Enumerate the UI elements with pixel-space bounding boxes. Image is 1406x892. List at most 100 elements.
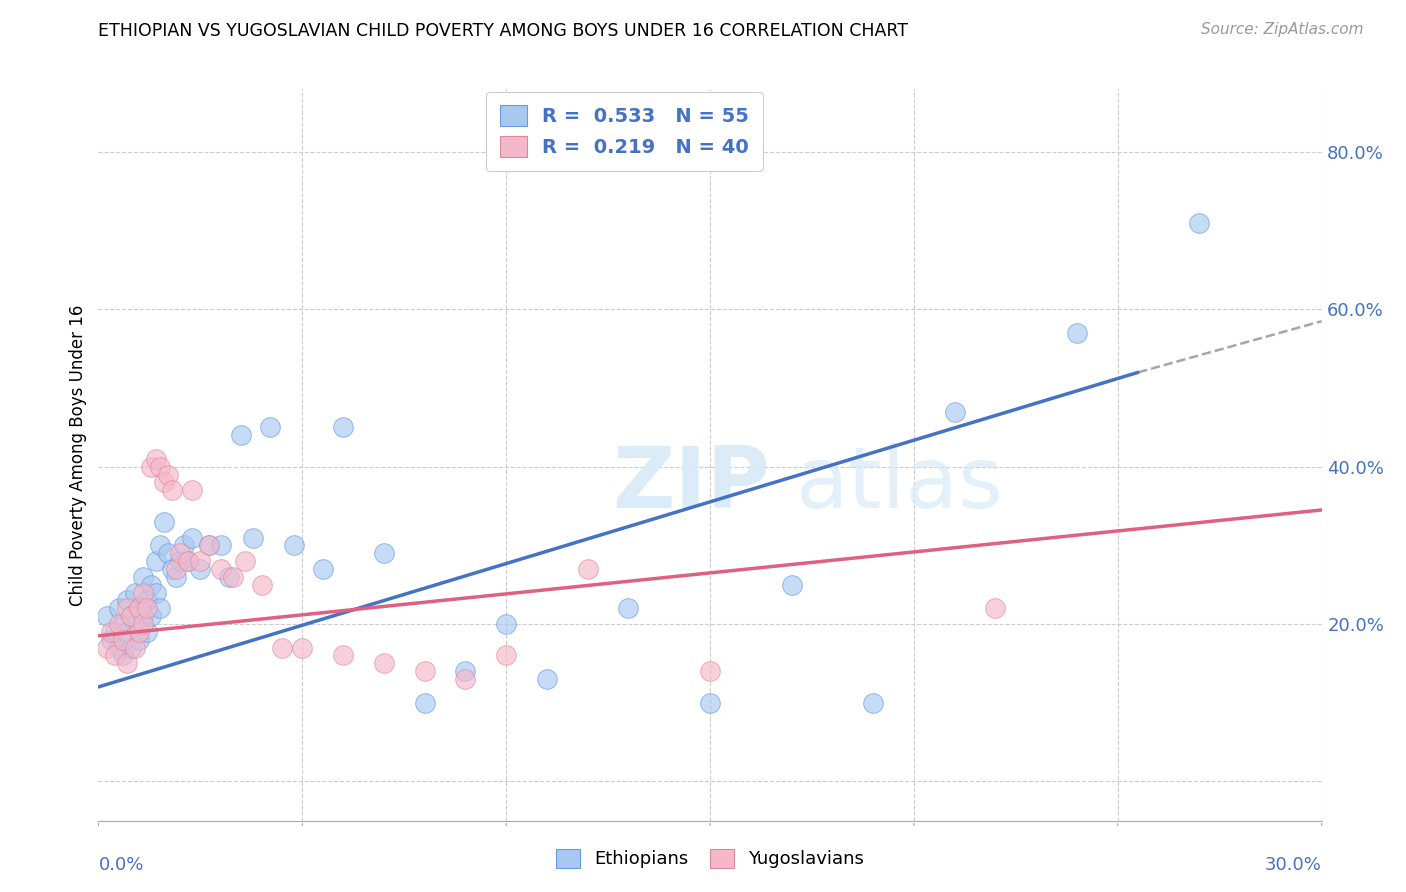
- Point: [128, 624, 150, 639]
- Point: [173, 538, 195, 552]
- Point: [984, 601, 1007, 615]
- Point: [862, 696, 884, 710]
- Point: [209, 538, 232, 552]
- Point: [141, 459, 163, 474]
- Y-axis label: Child Poverty Among Boys Under 16: Child Poverty Among Boys Under 16: [69, 304, 87, 606]
- Point: [242, 531, 264, 545]
- Point: [188, 554, 212, 568]
- Point: [128, 601, 150, 615]
- Point: [699, 664, 721, 678]
- Point: [100, 624, 122, 639]
- Point: [136, 593, 159, 607]
- Point: [115, 601, 138, 615]
- Point: [332, 648, 354, 663]
- Text: atlas: atlas: [796, 442, 1004, 525]
- Point: [233, 554, 256, 568]
- Point: [108, 617, 131, 632]
- Point: [231, 428, 253, 442]
- Point: [188, 562, 212, 576]
- Point: [145, 585, 167, 599]
- Point: [495, 648, 517, 663]
- Point: [177, 554, 200, 568]
- Point: [332, 420, 354, 434]
- Point: [111, 648, 134, 663]
- Point: [209, 562, 232, 576]
- Point: [283, 538, 305, 552]
- Point: [291, 640, 314, 655]
- Point: [181, 531, 204, 545]
- Point: [1188, 216, 1211, 230]
- Point: [108, 640, 131, 655]
- Point: [115, 593, 138, 607]
- Point: [149, 538, 172, 552]
- Point: [128, 601, 150, 615]
- Point: [124, 640, 146, 655]
- Text: 30.0%: 30.0%: [1265, 856, 1322, 874]
- Point: [312, 562, 335, 576]
- Point: [111, 617, 134, 632]
- Point: [536, 672, 558, 686]
- Point: [132, 570, 155, 584]
- Point: [169, 554, 191, 568]
- Point: [169, 546, 191, 560]
- Point: [152, 515, 174, 529]
- Point: [165, 562, 187, 576]
- Point: [120, 609, 142, 624]
- Point: [149, 459, 172, 474]
- Point: [141, 577, 163, 591]
- Point: [617, 601, 640, 615]
- Text: 0.0%: 0.0%: [98, 856, 143, 874]
- Point: [141, 609, 163, 624]
- Point: [120, 640, 142, 655]
- Point: [96, 640, 118, 655]
- Point: [156, 546, 179, 560]
- Point: [413, 664, 436, 678]
- Point: [1066, 326, 1088, 340]
- Point: [259, 420, 281, 434]
- Point: [250, 577, 273, 591]
- Point: [181, 483, 204, 498]
- Point: [165, 570, 187, 584]
- Point: [373, 657, 395, 671]
- Point: [218, 570, 240, 584]
- Point: [108, 601, 131, 615]
- Point: [943, 405, 966, 419]
- Point: [149, 601, 172, 615]
- Point: [132, 609, 155, 624]
- Point: [270, 640, 294, 655]
- Point: [152, 475, 174, 490]
- Point: [120, 609, 142, 624]
- Point: [373, 546, 395, 560]
- Point: [115, 624, 138, 639]
- Text: ETHIOPIAN VS YUGOSLAVIAN CHILD POVERTY AMONG BOYS UNDER 16 CORRELATION CHART: ETHIOPIAN VS YUGOSLAVIAN CHILD POVERTY A…: [98, 22, 908, 40]
- Point: [96, 609, 118, 624]
- Legend: Ethiopians, Yugoslavians: Ethiopians, Yugoslavians: [547, 840, 873, 878]
- Point: [454, 664, 477, 678]
- Point: [156, 467, 179, 482]
- Point: [145, 554, 167, 568]
- Point: [132, 585, 155, 599]
- Point: [177, 554, 200, 568]
- Text: ZIP: ZIP: [612, 442, 770, 525]
- Point: [780, 577, 803, 591]
- Point: [104, 648, 127, 663]
- Point: [128, 632, 150, 647]
- Point: [136, 624, 159, 639]
- Point: [160, 562, 183, 576]
- Point: [145, 451, 167, 466]
- Point: [454, 672, 477, 686]
- Point: [104, 624, 127, 639]
- Point: [222, 570, 245, 584]
- Point: [160, 483, 183, 498]
- Point: [124, 585, 146, 599]
- Point: [699, 696, 721, 710]
- Point: [136, 601, 159, 615]
- Point: [132, 617, 155, 632]
- Point: [413, 696, 436, 710]
- Point: [576, 562, 599, 576]
- Text: Source: ZipAtlas.com: Source: ZipAtlas.com: [1201, 22, 1364, 37]
- Point: [197, 538, 219, 552]
- Point: [124, 617, 146, 632]
- Point: [197, 538, 219, 552]
- Point: [100, 632, 122, 647]
